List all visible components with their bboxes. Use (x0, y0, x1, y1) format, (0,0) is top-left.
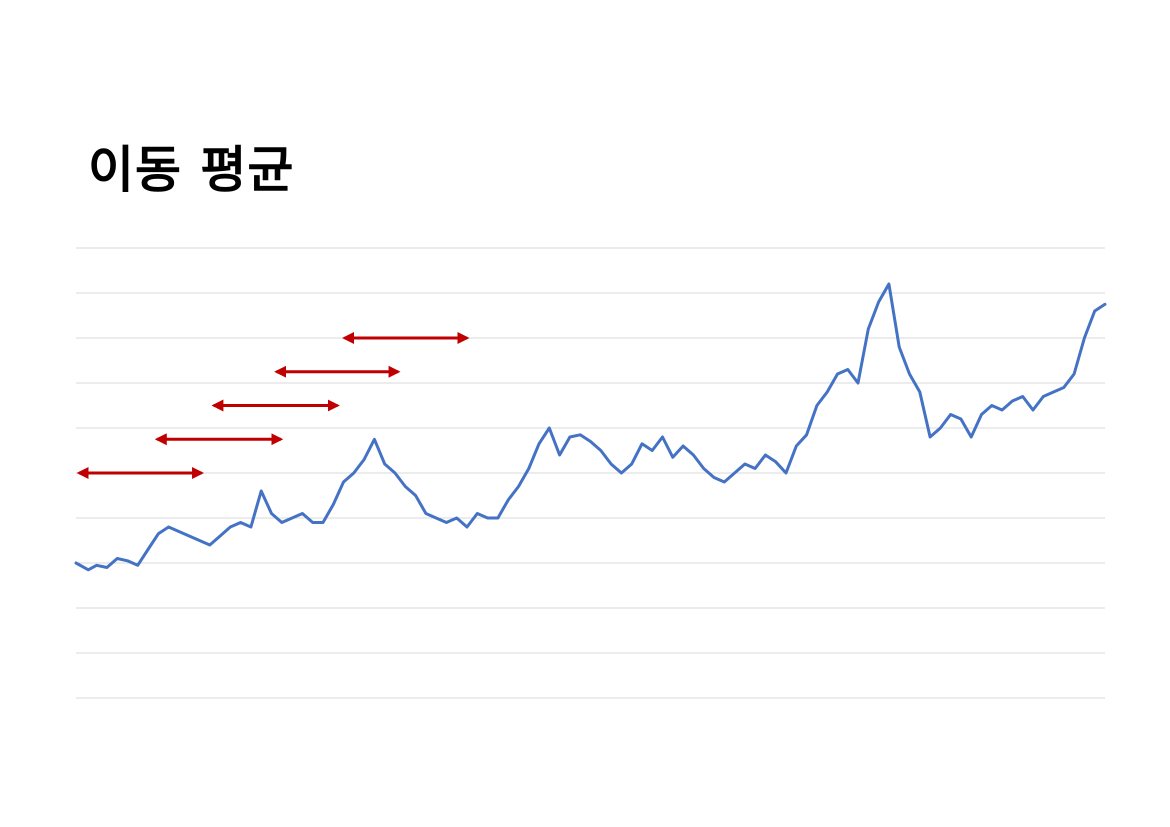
price-series-line (74, 282, 1107, 572)
series-layer (74, 282, 1107, 572)
page-title: 이동 평균 (88, 141, 295, 199)
moving-window-arrows (76, 332, 470, 479)
gridlines (76, 247, 1105, 699)
